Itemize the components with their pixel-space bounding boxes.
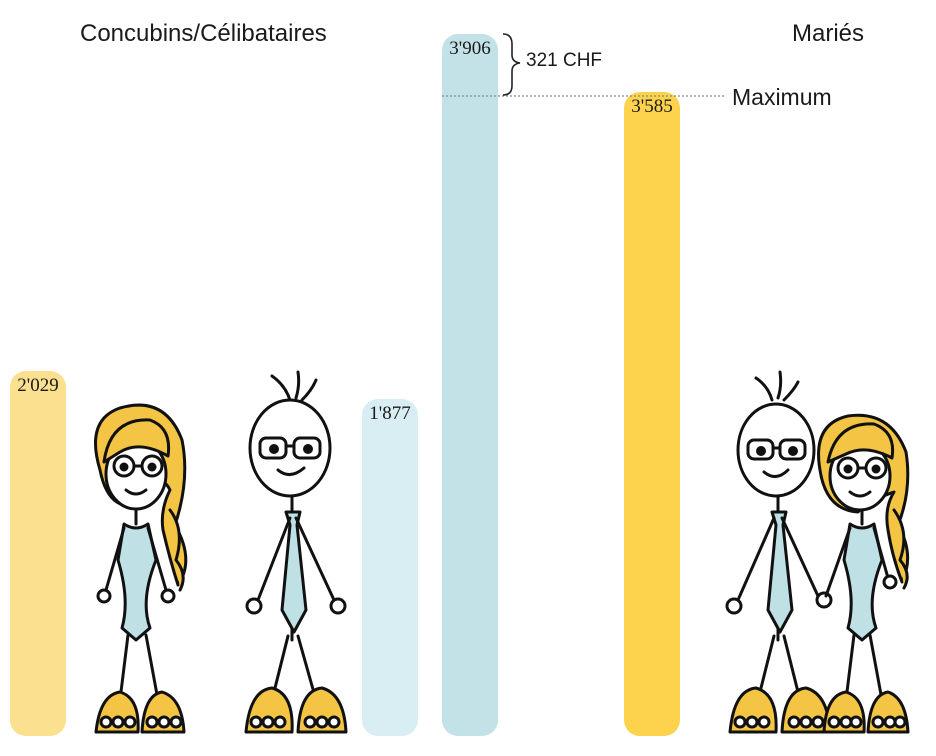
couple-figure — [725, 370, 910, 734]
man-figure — [244, 370, 348, 734]
bar-value-label-4: 3'585 — [631, 95, 673, 117]
maximum-label: Maximum — [732, 84, 832, 110]
bar-value-label-1: 2'029 — [17, 375, 59, 397]
heading-right: Mariés — [792, 20, 865, 47]
bar-1 — [10, 371, 66, 736]
bar-value-label-2: 1'877 — [369, 402, 411, 424]
heading-left: Concubins/Célibataires — [80, 20, 327, 47]
bar-4 — [624, 91, 680, 736]
bar-value-label-3: 3'906 — [449, 38, 491, 59]
difference-brace — [502, 33, 521, 96]
woman-figure — [94, 403, 188, 734]
bar-2 — [362, 398, 418, 736]
bar-3 — [442, 34, 498, 736]
difference-annotation: 321 CHF — [526, 50, 603, 71]
